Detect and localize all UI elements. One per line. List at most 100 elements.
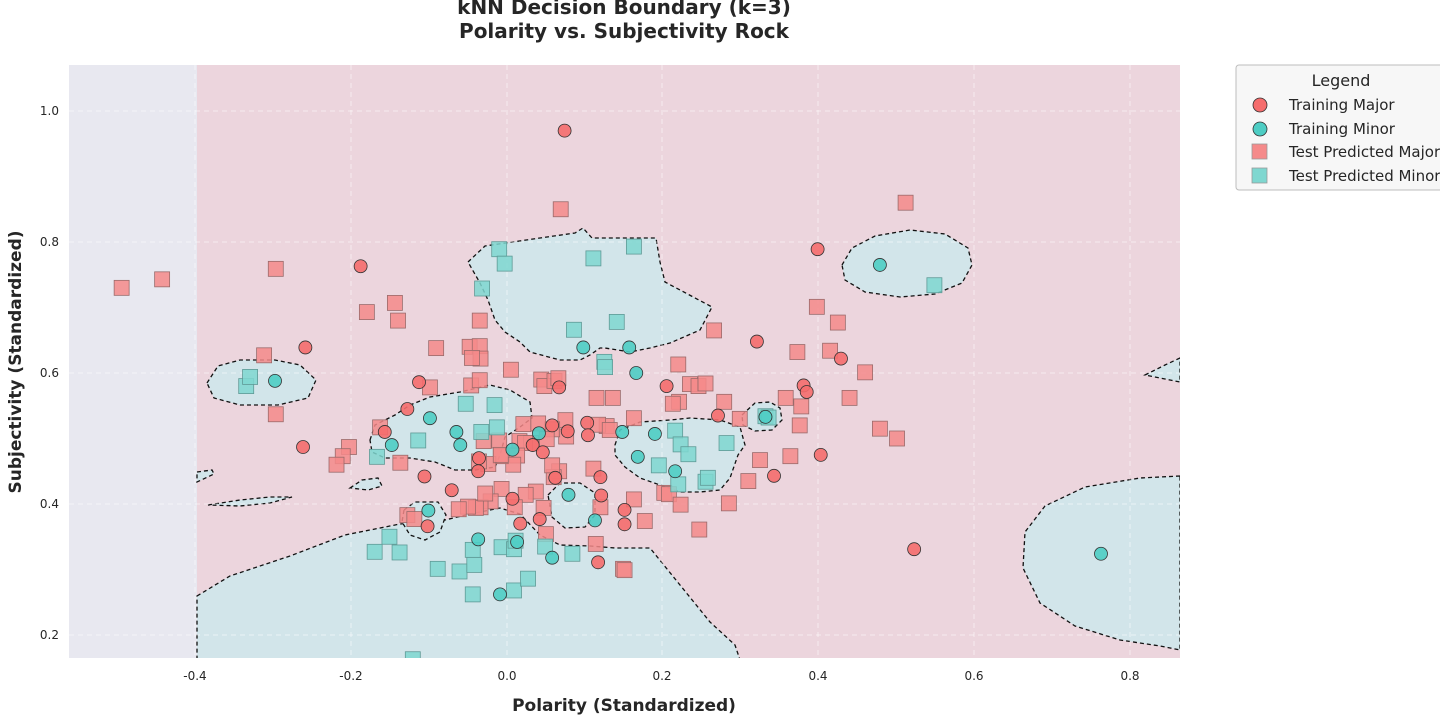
test-predicted-major-point <box>625 491 642 508</box>
training-major-point <box>617 517 632 532</box>
test-predicted-major-point <box>889 430 905 447</box>
x-tick-label: 0.6 <box>964 669 983 683</box>
test-predicted-minor-point <box>464 586 481 603</box>
training-major-point <box>580 415 595 430</box>
training-minor-point <box>384 438 399 452</box>
training-major-point <box>617 502 632 517</box>
training-minor-point <box>873 258 887 272</box>
training-major-point <box>296 440 310 454</box>
training-major-point <box>377 425 392 439</box>
y-tick-label: 0.6 <box>40 366 59 380</box>
legend-marker-test-minor <box>1251 167 1268 184</box>
training-major-point <box>593 470 608 485</box>
training-minor-point <box>668 464 683 479</box>
training-major-point <box>525 438 540 452</box>
test-predicted-major-point <box>616 562 633 579</box>
test-predicted-major-point <box>493 481 510 497</box>
test-predicted-major-point <box>517 486 534 503</box>
test-predicted-major-point <box>716 393 733 410</box>
training-major-point <box>560 424 575 439</box>
y-tick-label: 0.2 <box>40 628 59 642</box>
test-predicted-minor-point <box>650 457 667 474</box>
legend-box <box>1235 64 1440 191</box>
training-major-point <box>513 516 528 531</box>
x-axis-label: Polarity (Standardized) <box>512 696 736 715</box>
training-minor-point <box>561 487 576 502</box>
test-predicted-major-point <box>731 410 748 427</box>
training-major-point <box>400 402 415 416</box>
test-predicted-minor-point <box>451 563 468 580</box>
test-predicted-minor-point <box>537 538 554 555</box>
training-minor-point <box>622 340 637 355</box>
test-predicted-major-point <box>829 314 846 331</box>
training-minor-point <box>545 550 560 565</box>
x-tick-label: 0.0 <box>497 669 516 683</box>
training-minor-point <box>576 340 591 355</box>
test-predicted-major-point <box>777 389 794 406</box>
training-major-point <box>353 259 368 274</box>
test-predicted-major-point <box>793 398 810 415</box>
test-predicted-major-point <box>808 298 825 315</box>
test-predicted-major-point <box>267 406 284 423</box>
minor-region-thin-left <box>207 496 293 507</box>
test-predicted-major-point <box>256 347 273 364</box>
training-major-point <box>834 351 848 366</box>
test-predicted-major-point <box>789 344 806 360</box>
test-predicted-minor-point <box>926 277 943 294</box>
training-minor-point <box>758 409 773 424</box>
test-predicted-major-point <box>857 364 874 381</box>
test-predicted-major-point <box>897 194 914 211</box>
chart-title-line1: kNN Decision Boundary (k=3) <box>457 0 791 19</box>
test-predicted-major-point <box>552 201 569 218</box>
test-predicted-minor-point <box>369 448 385 465</box>
test-predicted-major-point <box>588 389 605 406</box>
test-predicted-minor-point <box>699 469 716 486</box>
test-predicted-major-point <box>515 416 532 432</box>
test-predicted-major-point <box>872 420 888 437</box>
test-predicted-major-point <box>471 312 488 329</box>
test-predicted-minor-point <box>457 395 474 412</box>
test-predicted-minor-point <box>608 314 625 330</box>
test-predicted-minor-point <box>667 422 684 439</box>
y-axis-label: Subjectivity (Standardized) <box>6 230 26 493</box>
test-predicted-minor-point <box>670 476 687 493</box>
minor-region-mid-bottom <box>547 482 596 529</box>
chart-title-line2: Polarity vs. Subjectivity Rock <box>459 19 790 43</box>
test-predicted-major-point <box>791 417 808 434</box>
test-predicted-major-point <box>625 410 642 427</box>
x-tick-label: -0.4 <box>183 669 206 683</box>
test-predicted-major-point <box>752 452 768 469</box>
test-predicted-minor-point <box>381 528 398 545</box>
training-major-point <box>417 469 432 484</box>
test-predicted-minor-point <box>242 369 258 385</box>
training-major-point <box>552 380 567 395</box>
training-major-point <box>420 519 435 534</box>
y-tick-label: 0.8 <box>40 235 59 249</box>
x-tick-label: 0.8 <box>1120 669 1139 683</box>
test-predicted-major-point <box>505 456 522 473</box>
training-major-point <box>505 491 520 506</box>
test-predicted-major-point <box>464 350 480 366</box>
legend-marker-test-major <box>1251 143 1268 160</box>
minor-region-top-center <box>467 227 713 361</box>
training-minor-point <box>532 426 546 441</box>
test-predicted-minor-point <box>625 238 642 255</box>
training-minor-point <box>453 438 468 452</box>
test-predicted-major-point <box>406 511 423 527</box>
training-major-point <box>799 385 814 399</box>
test-predicted-major-point <box>822 342 838 359</box>
training-minor-point <box>510 535 525 549</box>
training-major-point <box>535 445 550 460</box>
training-major-point <box>545 418 560 433</box>
x-tick-labels: -0.4 -0.2 0.0 0.2 0.4 0.6 0.8 <box>183 669 1139 683</box>
training-major-point <box>548 470 563 485</box>
minor-region-left-blob <box>206 359 317 406</box>
test-predicted-major-point <box>720 495 737 512</box>
test-predicted-major-point <box>390 312 406 329</box>
test-predicted-major-point <box>697 375 714 392</box>
test-predicted-minor-point <box>680 446 697 463</box>
training-major-point <box>532 512 547 526</box>
minor-region-small-left <box>348 477 383 491</box>
legend-title: Legend <box>1312 71 1371 90</box>
